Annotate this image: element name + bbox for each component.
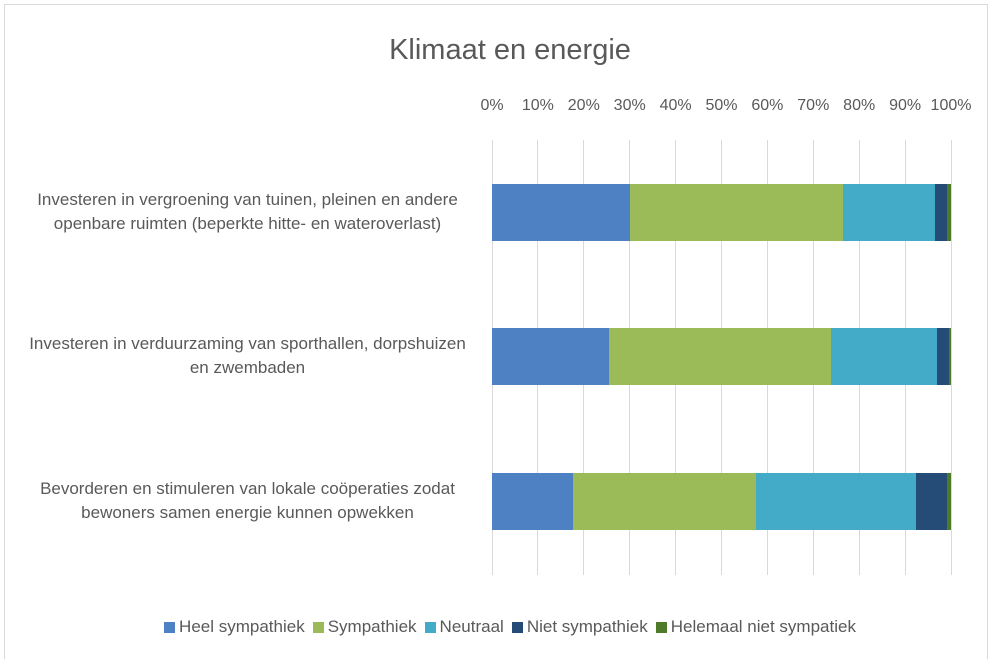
x-tick-label: 10% xyxy=(521,97,554,114)
category-label: Investeren in verduurzaming van sporthal… xyxy=(29,334,466,377)
bar-segment xyxy=(629,183,844,241)
x-tick-label: 50% xyxy=(705,97,738,114)
x-tick-label: 60% xyxy=(751,97,784,114)
category-label: Investeren in vergroening van tuinen, pl… xyxy=(37,190,458,233)
x-tick-label: 30% xyxy=(613,97,646,114)
grid-line xyxy=(950,140,952,575)
legend-swatch xyxy=(511,621,523,633)
bar-segment xyxy=(949,327,951,385)
bar-segment xyxy=(755,472,917,530)
legend-swatch xyxy=(655,621,667,633)
x-tick-label: 40% xyxy=(659,97,692,114)
legend-swatch xyxy=(312,621,324,633)
legend-label: Neutraal xyxy=(439,617,504,636)
legend-label: Niet sympathiek xyxy=(526,617,648,636)
legend-item: Neutraal xyxy=(424,617,504,637)
bar-segment xyxy=(609,327,832,385)
bar-segment xyxy=(934,183,948,241)
bar-segment xyxy=(492,327,610,385)
bar-segment xyxy=(572,472,756,530)
bar-segment xyxy=(492,183,630,241)
chart-frame xyxy=(4,4,988,659)
legend-label: Helemaal niet sympatiek xyxy=(670,617,856,636)
chart-title: Klimaat en energie xyxy=(389,34,631,66)
legend-label: Heel sympathiek xyxy=(179,617,305,636)
bar-segment xyxy=(946,472,951,530)
bar-segment xyxy=(492,472,573,530)
legend: Heel sympathiek Sympathiek Neutraal Niet sy… xyxy=(0,617,995,637)
category-label: Bevorderen en stimuleren van lokale coöp… xyxy=(40,479,455,522)
legend-item: Helemaal niet sympatiek xyxy=(655,617,856,637)
x-tick-label: 80% xyxy=(843,97,876,114)
bar-segment xyxy=(916,472,947,530)
bar-segment xyxy=(831,327,937,385)
legend-item: Heel sympathiek xyxy=(164,617,305,637)
x-tick-label: 70% xyxy=(797,97,830,114)
legend-item: Niet sympathiek xyxy=(511,617,648,637)
legend-label: Sympathiek xyxy=(327,617,417,636)
legend-swatch xyxy=(424,621,436,633)
x-tick-label: 20% xyxy=(567,97,600,114)
legend-item: Sympathiek xyxy=(312,617,417,637)
bar-segment xyxy=(947,183,951,241)
x-tick-label: 0% xyxy=(480,97,504,114)
bar-segment xyxy=(843,183,935,241)
bar-segment xyxy=(936,327,950,385)
x-tick-label: 100% xyxy=(930,97,972,114)
legend-swatch xyxy=(164,621,176,633)
x-tick-label: 90% xyxy=(889,97,922,114)
